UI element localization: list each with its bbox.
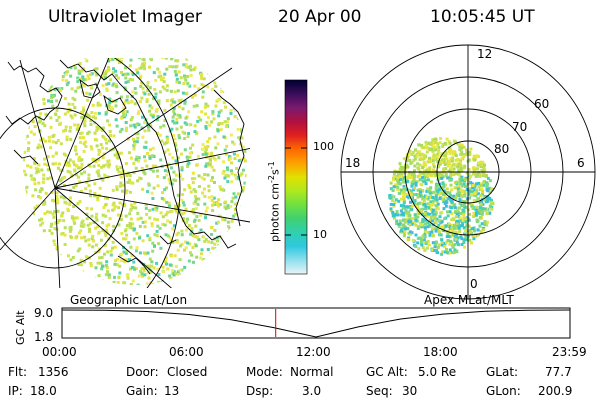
mlt-label-6: 6	[577, 156, 585, 170]
ip-value: 18.0	[30, 384, 57, 398]
observation-time: 10:05:45 UT	[430, 7, 535, 27]
timeline-ytick-top: 9.0	[34, 306, 54, 320]
geographic-caption: Geographic Lat/Lon	[70, 293, 188, 307]
altitude-curve	[61, 309, 570, 338]
apex-caption: Apex MLat/MLT	[424, 293, 514, 307]
gain-label: Gain:	[126, 384, 158, 398]
timeline-ytick-bottom: 1.8	[34, 330, 54, 344]
flight-value: 1356	[38, 365, 69, 379]
timeline-xtick-1800: 18:00	[423, 345, 458, 359]
mlt-label-18: 18	[345, 156, 361, 170]
polar-emission-image	[388, 137, 495, 256]
coastline-outlines	[5, 59, 245, 275]
altitude-timeline	[61, 307, 571, 339]
mlat-label-80: 80	[494, 142, 510, 156]
polar-grid	[340, 44, 596, 300]
mlat-label-60: 60	[534, 97, 550, 111]
door-label: Door:	[126, 365, 159, 379]
colorbar-tick-10: 10	[313, 228, 327, 241]
seq-label: Seq:	[366, 384, 393, 398]
gc-alt-value: 5.0 Re	[418, 365, 457, 379]
mode-value: Normal	[290, 365, 334, 379]
timeline-xtick-2359: 23:59	[552, 345, 587, 359]
dsp-value: 3.0	[302, 384, 322, 398]
auroral-emission-image	[23, 58, 247, 285]
glat-label: GLat:	[486, 365, 519, 379]
gc-alt-label: GC Alt:	[366, 365, 408, 379]
timeline-xtick-0600: 06:00	[169, 345, 204, 359]
glat-value: 77.7	[545, 365, 572, 379]
instrument-title: Ultraviolet Imager	[48, 7, 202, 27]
timeline-ylabel: GC Alt	[14, 310, 27, 345]
ip-label: IP:	[8, 384, 23, 398]
timeline-xtick-0000: 00:00	[42, 345, 77, 359]
colorbar-tick-100: 100	[313, 140, 334, 153]
mlat-label-70: 70	[512, 120, 528, 134]
dsp-label: Dsp:	[246, 384, 274, 398]
polar-mlat-mlt-map	[340, 44, 596, 300]
door-value: Closed	[167, 365, 208, 379]
observation-date: 20 Apr 00	[278, 7, 362, 27]
geographic-map	[0, 58, 250, 288]
timeline-xtick-1200: 12:00	[296, 345, 331, 359]
mlt-label-0: 0	[470, 277, 478, 291]
glon-label: GLon:	[486, 384, 521, 398]
flight-label: Flt:	[8, 365, 27, 379]
colorbar	[284, 79, 308, 275]
mode-label: Mode:	[246, 365, 283, 379]
mlt-label-12: 12	[477, 47, 493, 61]
lat-lon-grid	[0, 58, 250, 288]
gain-value: 13	[164, 384, 180, 398]
seq-value: 30	[402, 384, 418, 398]
glon-value: 200.9	[538, 384, 573, 398]
colorbar-label: photon cm-2s-1	[267, 161, 282, 242]
